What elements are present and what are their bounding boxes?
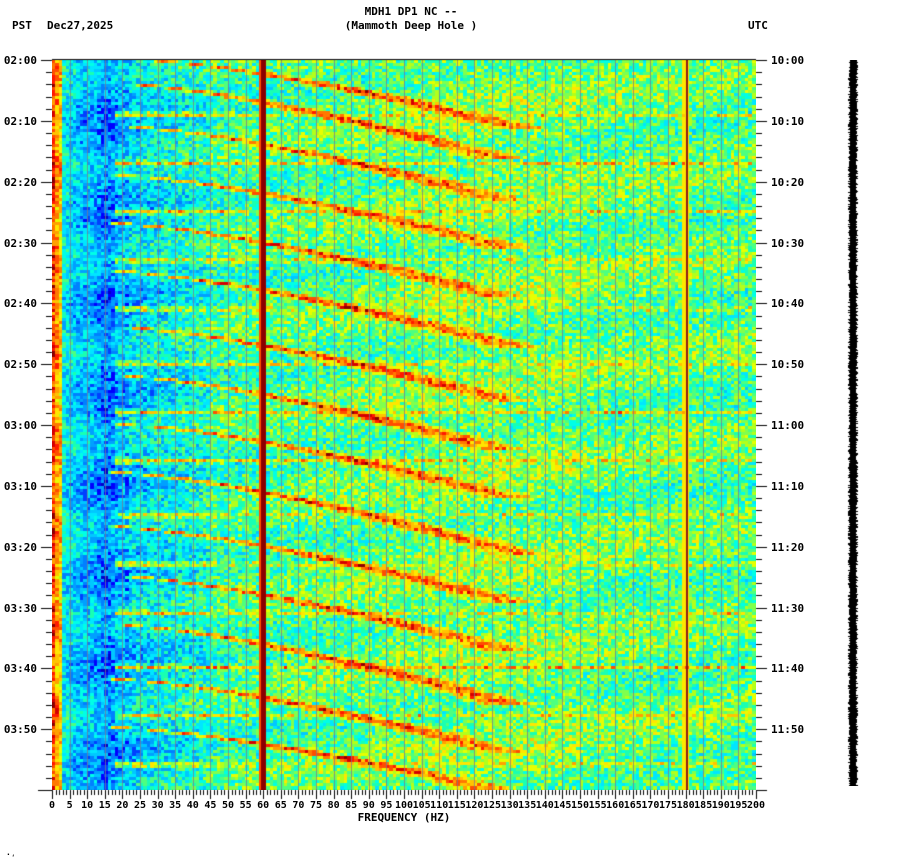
freq-tick-label: 55 <box>239 800 252 811</box>
time-tick-label-pst: 03:30 <box>3 601 37 615</box>
time-tick-label-utc: 11:40 <box>771 662 805 676</box>
corner-artifact: .͵ <box>6 848 16 857</box>
freq-tick-label: 150 <box>570 800 590 811</box>
freq-tick-label: 50 <box>221 800 235 811</box>
freq-tick-label: 0 <box>48 800 56 811</box>
freq-tick-label: 185 <box>694 800 713 811</box>
time-tick-label-utc: 10:00 <box>771 54 805 67</box>
time-tick-label-utc: 11:00 <box>771 419 805 432</box>
freq-tick-label: 145 <box>553 800 572 811</box>
freq-tick-label: 65 <box>274 800 287 811</box>
freq-tick-label: 70 <box>292 800 305 811</box>
time-tick-label-pst: 02:10 <box>3 114 37 128</box>
freq-tick-label: 105 <box>412 800 431 811</box>
time-tick-label-pst: 02:20 <box>3 175 37 189</box>
time-tick-label-pst: 03:00 <box>3 419 37 432</box>
time-tick-label-utc: 10:40 <box>771 297 805 311</box>
freq-tick-label: 125 <box>482 800 502 811</box>
freq-tick-label: 120 <box>465 800 484 811</box>
freq-tick-label: 35 <box>169 800 182 811</box>
time-tick-label-utc: 10:50 <box>771 358 805 372</box>
freq-tick-label: 110 <box>430 800 449 811</box>
freq-tick-label: 190 <box>711 800 730 811</box>
spectrogram-plot[interactable] <box>52 60 756 790</box>
timezone-label-right: UTC <box>748 19 768 32</box>
freq-tick-label: 140 <box>535 800 554 811</box>
freq-tick-label: 80 <box>327 800 340 811</box>
time-tick-label-utc: 10:20 <box>771 175 805 189</box>
freq-tick-label: 20 <box>116 800 129 811</box>
freq-tick-label: 75 <box>309 800 323 811</box>
freq-tick-label: 45 <box>204 800 217 811</box>
time-tick-label-pst: 02:50 <box>3 358 37 372</box>
freq-tick-label: 135 <box>518 800 537 811</box>
time-tick-label-utc: 10:30 <box>771 236 805 250</box>
time-tick-label-utc: 11:10 <box>771 479 805 493</box>
time-tick-label-pst: 02:40 <box>3 297 37 311</box>
freq-tick-label: 25 <box>133 800 147 811</box>
freq-tick-label: 175 <box>658 800 678 811</box>
time-tick-label-pst: 02:30 <box>3 236 37 250</box>
freq-tick-label: 40 <box>186 800 199 811</box>
time-tick-label-utc: 11:30 <box>771 601 805 615</box>
freq-tick-label: 200 <box>746 800 766 811</box>
freq-tick-label: 170 <box>641 800 660 811</box>
freq-tick-label: 130 <box>500 800 519 811</box>
freq-tick-label: 30 <box>151 800 164 811</box>
freq-tick-label: 115 <box>447 800 466 811</box>
time-tick-label-utc: 11:20 <box>771 540 805 554</box>
page-title: MDH1 DP1 NC -- <box>364 5 458 18</box>
freq-tick-label: 5 <box>66 800 73 811</box>
time-tick-label-utc: 10:10 <box>771 114 805 128</box>
freq-tick-label: 180 <box>676 800 695 811</box>
freq-tick-label: 100 <box>394 800 414 811</box>
event-amplitude-bar <box>846 60 860 786</box>
freq-tick-label: 15 <box>98 800 111 811</box>
time-tick-label-pst: 03:20 <box>3 540 37 554</box>
freq-tick-label: 160 <box>606 800 625 811</box>
freq-tick-label: 10 <box>81 800 94 811</box>
time-tick-label-pst: 03:50 <box>3 723 37 737</box>
freq-tick-label: 165 <box>623 800 642 811</box>
freq-tick-label: 85 <box>345 800 358 811</box>
time-tick-label-pst: 03:10 <box>3 479 37 493</box>
station-name-subtitle: (Mammoth Deep Hole ) <box>344 19 478 32</box>
time-tick-label-pst: 02:00 <box>3 54 37 67</box>
time-tick-label-pst: 03:40 <box>3 662 37 676</box>
freq-tick-label: 60 <box>257 800 270 811</box>
freq-tick-label: 90 <box>362 800 375 811</box>
freq-tick-label: 155 <box>588 800 607 811</box>
frequency-axis-title: FREQUENCY (HZ) <box>357 811 451 824</box>
time-tick-label-utc: 11:50 <box>771 723 805 737</box>
freq-tick-label: 95 <box>380 800 393 811</box>
freq-tick-label: 195 <box>729 800 748 811</box>
